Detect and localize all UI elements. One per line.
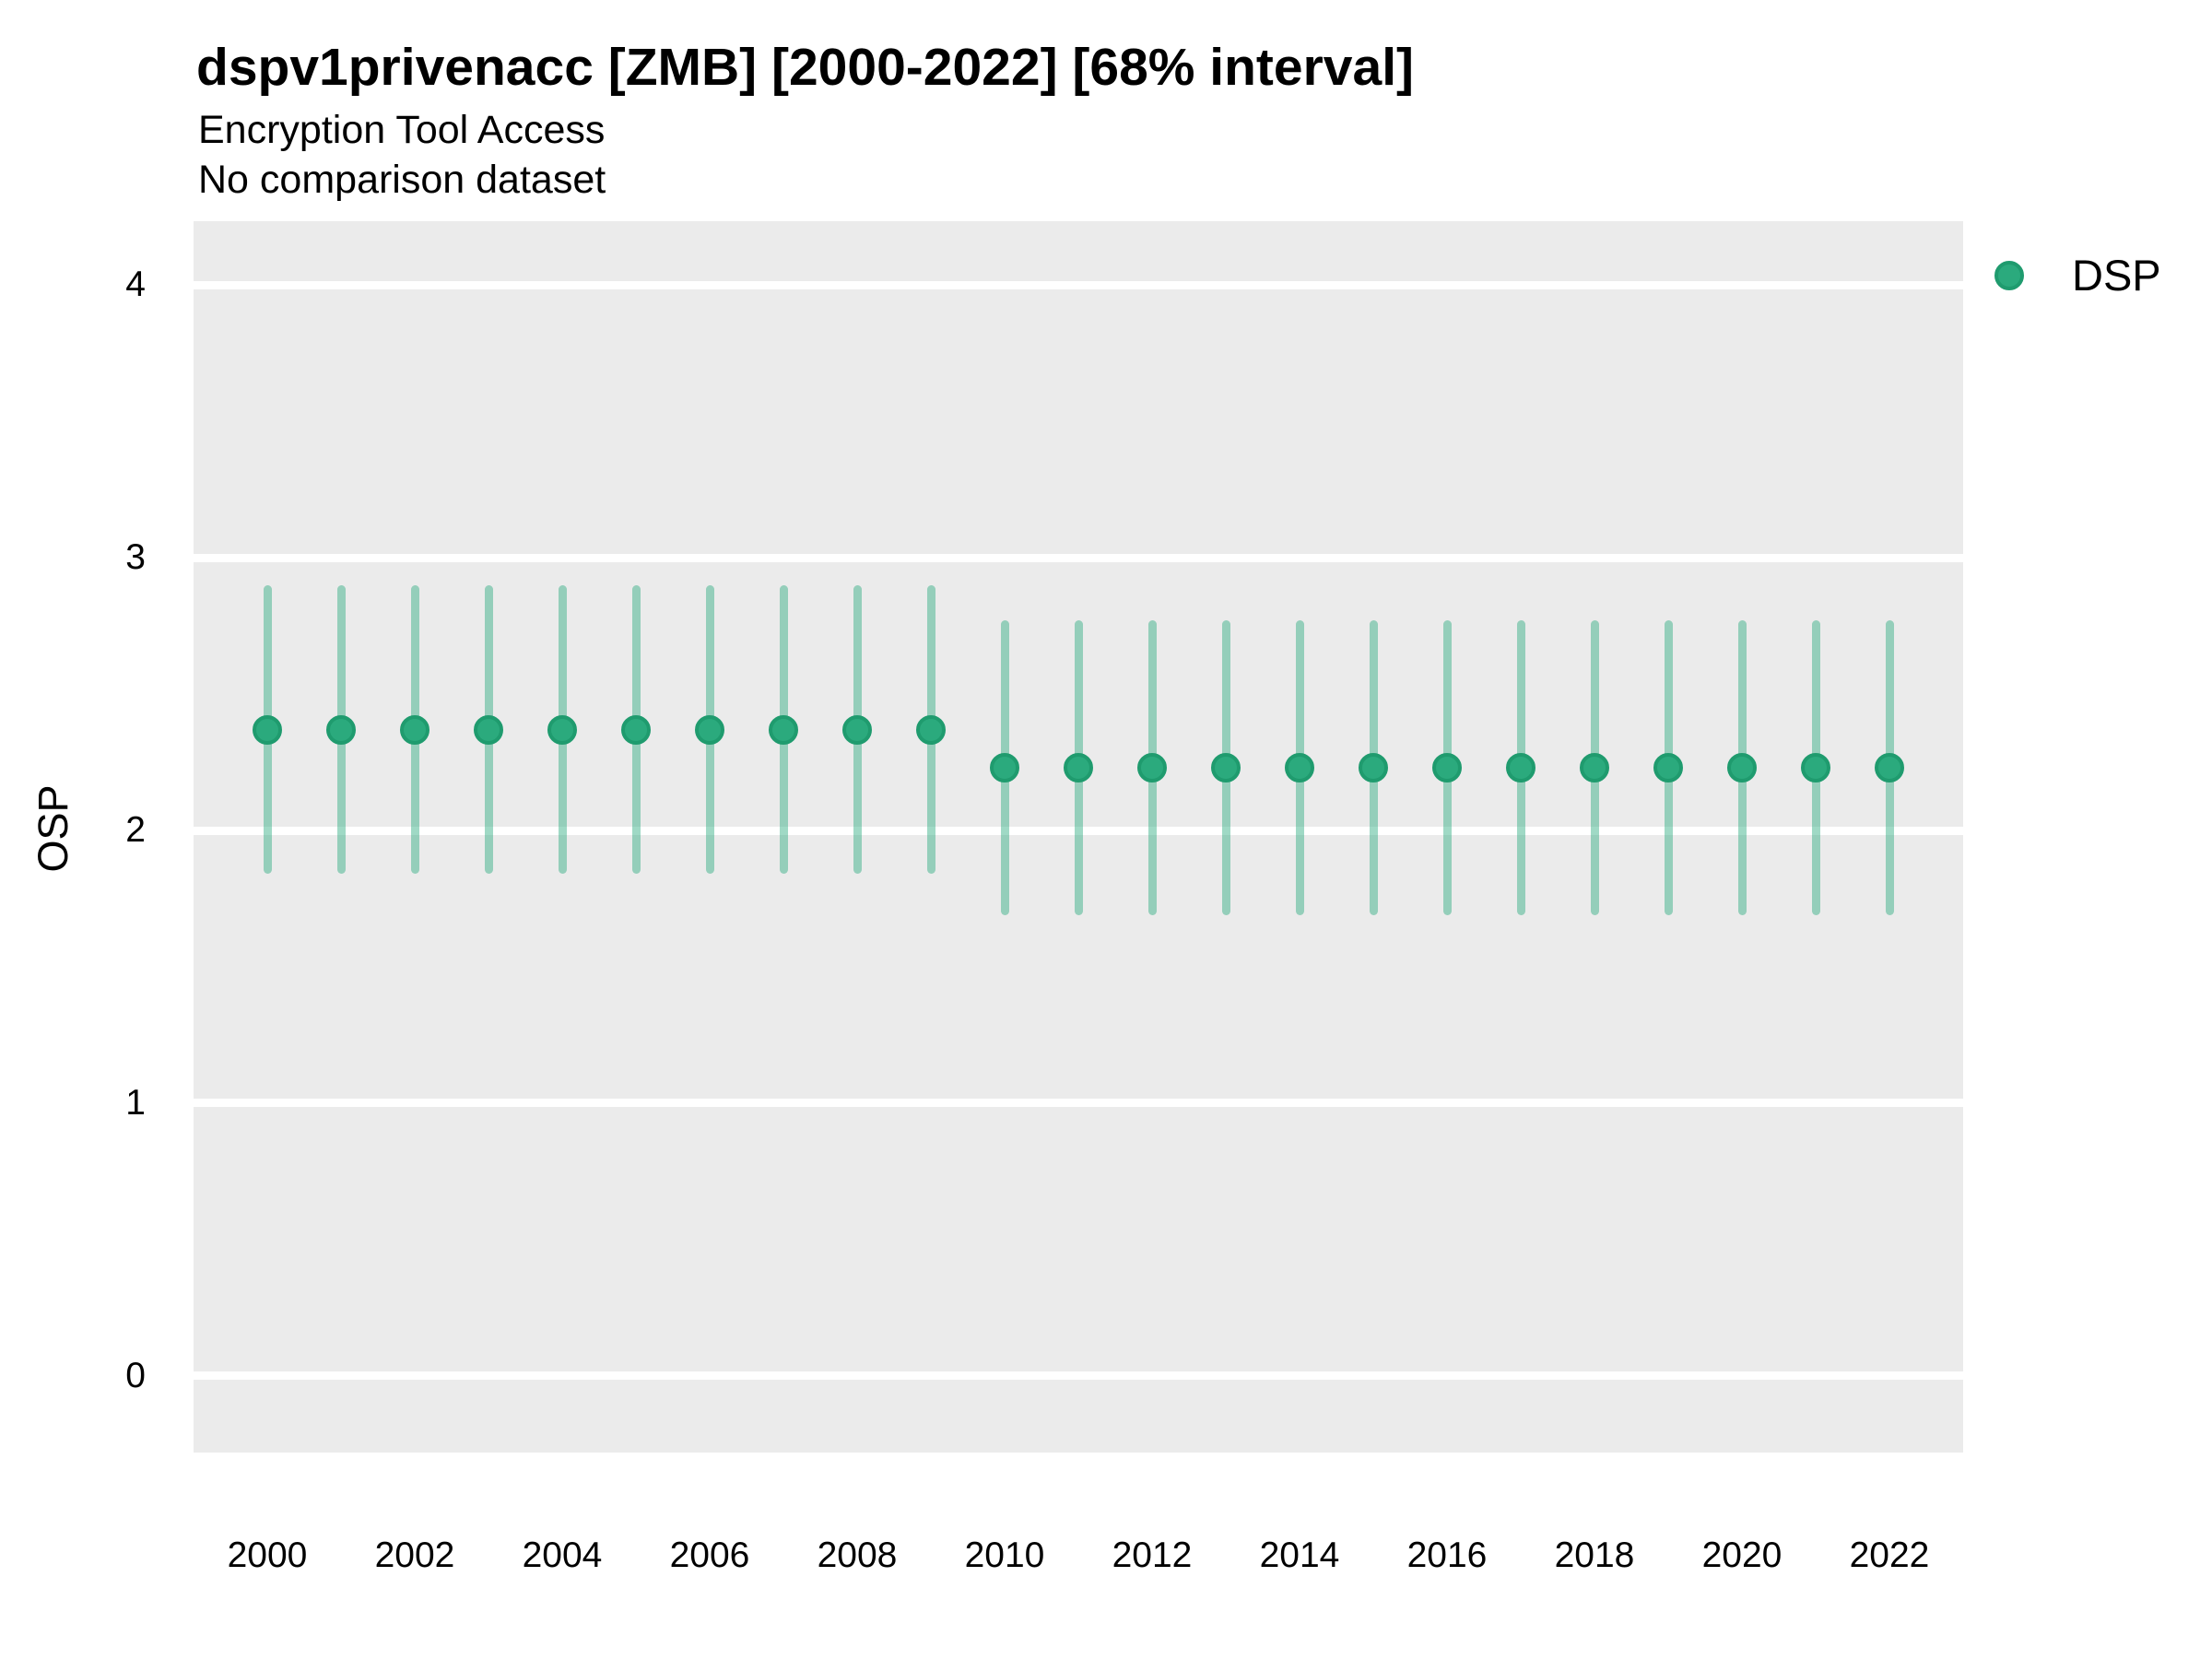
- data-point: [326, 714, 356, 745]
- data-point: [621, 714, 651, 745]
- chart-title: dspv1privenacc [ZMB] [2000-2022] [68% in…: [196, 38, 1415, 97]
- y-tick-label: 1: [125, 1082, 146, 1123]
- gridline-y-3: [194, 553, 1963, 562]
- x-tick-label: 2018: [1554, 1535, 1635, 1575]
- x-tick-label: 2004: [522, 1535, 603, 1575]
- x-tick-label: 2016: [1406, 1535, 1488, 1575]
- x-tick-label: 2022: [1849, 1535, 1930, 1575]
- x-tick-label: 2014: [1259, 1535, 1340, 1575]
- data-point: [1211, 752, 1241, 782]
- gridline-y-4: [194, 280, 1963, 289]
- y-tick-label: 0: [125, 1355, 146, 1395]
- x-tick-label: 2020: [1701, 1535, 1783, 1575]
- plot-panel: [194, 221, 1963, 1453]
- y-tick-label: 3: [125, 537, 146, 578]
- gridline-y-0: [194, 1371, 1963, 1381]
- y-tick-label: 4: [125, 265, 146, 305]
- x-tick-label: 2010: [964, 1535, 1045, 1575]
- data-point: [1359, 752, 1388, 782]
- data-point: [253, 714, 282, 745]
- gridline-y-2: [194, 826, 1963, 835]
- data-point: [1875, 752, 1904, 782]
- x-tick-label: 2012: [1112, 1535, 1193, 1575]
- x-tick-label: 2008: [817, 1535, 898, 1575]
- data-point: [1285, 752, 1314, 782]
- data-point: [1727, 752, 1757, 782]
- data-point: [1653, 752, 1683, 782]
- x-tick-label: 2006: [669, 1535, 750, 1575]
- data-point: [916, 714, 946, 745]
- data-point: [769, 714, 798, 745]
- data-point: [1580, 752, 1609, 782]
- data-point: [990, 752, 1019, 782]
- data-point: [1432, 752, 1462, 782]
- chart-subtitle-2: No comparison dataset: [198, 158, 606, 202]
- data-point: [1137, 752, 1167, 782]
- x-tick-label: 2002: [374, 1535, 455, 1575]
- data-point: [547, 714, 577, 745]
- data-point: [1801, 752, 1830, 782]
- legend-label-dsp: DSP: [2072, 251, 2161, 300]
- data-point: [695, 714, 724, 745]
- chart-subtitle: Encryption Tool Access: [198, 108, 606, 152]
- data-point: [842, 714, 872, 745]
- gridline-y-1: [194, 1099, 1963, 1108]
- x-tick-label: 2000: [227, 1535, 308, 1575]
- data-point: [400, 714, 429, 745]
- data-point: [474, 714, 503, 745]
- data-point: [1506, 752, 1535, 782]
- y-tick-label: 2: [125, 810, 146, 851]
- data-point: [1064, 752, 1093, 782]
- legend-marker-circle-icon: [1994, 261, 2024, 290]
